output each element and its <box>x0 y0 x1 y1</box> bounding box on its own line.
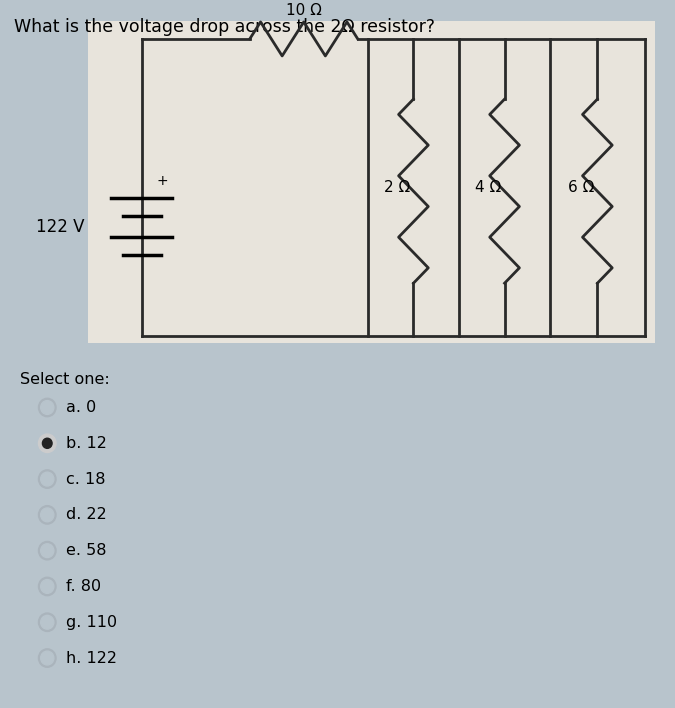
Text: a. 0: a. 0 <box>66 400 97 415</box>
Circle shape <box>40 508 54 522</box>
Circle shape <box>38 613 56 632</box>
Circle shape <box>40 580 54 593</box>
Circle shape <box>40 401 54 414</box>
Circle shape <box>38 434 56 452</box>
Text: f. 80: f. 80 <box>66 579 101 594</box>
Circle shape <box>38 506 56 524</box>
Text: g. 110: g. 110 <box>66 615 117 629</box>
Text: 10 Ω: 10 Ω <box>286 3 322 18</box>
Text: 4 Ω: 4 Ω <box>475 180 501 195</box>
Text: 122 V: 122 V <box>36 217 84 236</box>
Circle shape <box>40 472 54 486</box>
Text: b. 12: b. 12 <box>66 436 107 451</box>
Text: d. 22: d. 22 <box>66 508 107 523</box>
Circle shape <box>38 649 56 667</box>
Circle shape <box>38 470 56 489</box>
Text: 6 Ω: 6 Ω <box>568 180 594 195</box>
Text: e. 58: e. 58 <box>66 543 107 558</box>
Text: What is the voltage drop across the 2Ω resistor?: What is the voltage drop across the 2Ω r… <box>14 18 435 35</box>
Circle shape <box>40 651 54 665</box>
Circle shape <box>38 399 56 417</box>
Text: h. 122: h. 122 <box>66 651 117 666</box>
Text: Select one:: Select one: <box>20 372 110 387</box>
Text: +: + <box>156 173 168 188</box>
Text: c. 18: c. 18 <box>66 472 106 486</box>
Circle shape <box>38 542 56 560</box>
Text: 2 Ω: 2 Ω <box>384 180 410 195</box>
Circle shape <box>43 438 52 448</box>
Circle shape <box>40 544 54 558</box>
Circle shape <box>40 615 54 629</box>
FancyBboxPatch shape <box>88 21 655 343</box>
Circle shape <box>38 577 56 595</box>
